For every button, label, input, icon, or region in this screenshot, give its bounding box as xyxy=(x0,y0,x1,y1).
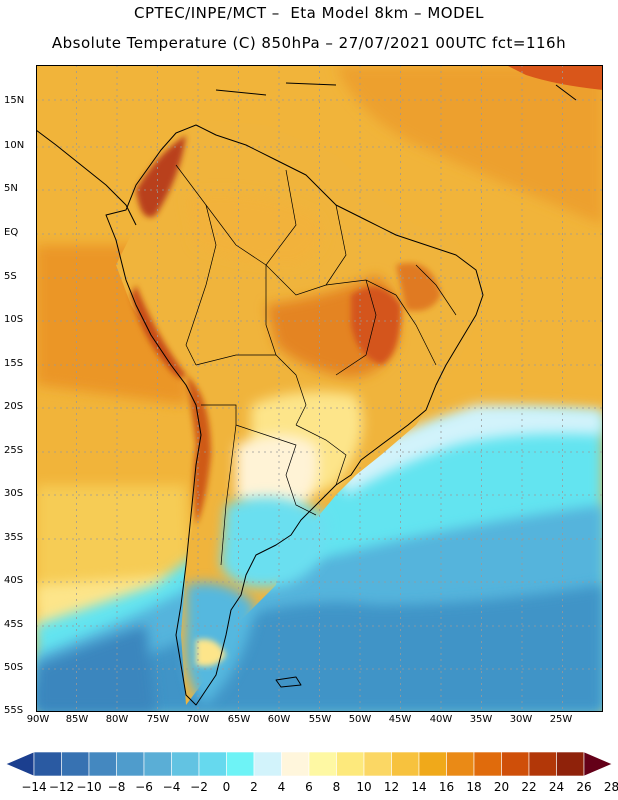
lat-label-55s: 55S xyxy=(4,705,24,716)
lon-label-70w: 70W xyxy=(186,714,210,725)
lon-label-50w: 50W xyxy=(348,714,372,725)
pacific-yellow xyxy=(36,485,191,605)
colorbar-box xyxy=(556,751,585,777)
lon-label-35w: 35W xyxy=(469,714,493,725)
colorbar-box xyxy=(226,751,255,777)
lon-label-60w: 60W xyxy=(267,714,291,725)
south-america-coast xyxy=(105,124,484,706)
lat-label-10s: 10S xyxy=(4,314,24,325)
lat-label-45s: 45S xyxy=(4,619,24,630)
colorbar-box xyxy=(33,751,62,777)
lat-label-50s: 50S xyxy=(4,662,24,673)
cold-sea-pacific xyxy=(36,625,156,712)
andes-north xyxy=(136,135,186,218)
lat-label-30s: 30S xyxy=(4,488,24,499)
title-line-2: Absolute Temperature (C) 850hPa – 27/07/… xyxy=(51,34,567,52)
colorbar-box xyxy=(281,751,310,777)
colorbar-tick-label: 14 xyxy=(411,780,427,794)
hot-ne-corner xyxy=(506,65,603,90)
colorbar-tick-label: −14 xyxy=(21,780,47,794)
colorbar-arrow-low xyxy=(5,751,35,777)
colorbar-tick-label: 24 xyxy=(548,780,565,794)
hot-ne-brazil xyxy=(396,263,441,311)
falklands xyxy=(275,676,302,688)
colorbar-tick-label: 10 xyxy=(356,780,372,794)
colorbar-box xyxy=(143,751,172,777)
colorbar-tick-label: 18 xyxy=(466,780,482,794)
lat-label-35s: 35S xyxy=(4,532,24,543)
lat-label-5n: 5N xyxy=(4,183,18,194)
colorbar-box xyxy=(391,751,420,777)
colorbar-box xyxy=(528,751,557,777)
lon-label-25w: 25W xyxy=(549,714,573,725)
colorbar-box xyxy=(446,751,475,777)
patagonia-warm-spot xyxy=(196,639,226,667)
colorbar-tick-label: 16 xyxy=(438,780,455,794)
lon-label-45w: 45W xyxy=(388,714,412,725)
lat-label-25s: 25S xyxy=(4,445,24,456)
colorbar-box xyxy=(336,751,365,777)
warm-ne-field xyxy=(336,65,603,225)
temperature-map xyxy=(36,65,603,712)
lon-label-30w: 30W xyxy=(509,714,533,725)
caribbean-islands xyxy=(215,82,577,101)
colorbar-tick-label: 6 xyxy=(305,780,313,794)
colorbar-tick-label: −4 xyxy=(162,780,181,794)
colorbar-tick-label: 20 xyxy=(493,780,510,794)
lat-label-40s: 40S xyxy=(4,575,24,586)
colorbar-tick-label: 4 xyxy=(277,780,286,794)
lat-label-15n: 15N xyxy=(4,95,25,106)
coastlines xyxy=(36,82,577,706)
colorbar-tick-label: 22 xyxy=(521,780,537,794)
lon-label-80w: 80W xyxy=(105,714,129,725)
colorbar-tick-label: 26 xyxy=(576,780,592,794)
colorbar-tick-label: −10 xyxy=(76,780,102,794)
gridlines xyxy=(36,65,603,712)
lat-label-5s: 5S xyxy=(4,271,17,282)
colorbar-box xyxy=(171,751,200,777)
colorbar-box xyxy=(198,751,227,777)
colorbar-box xyxy=(363,751,392,777)
colorbar-box xyxy=(418,751,447,777)
colorbar-box xyxy=(116,751,145,777)
colorbar-tick-label: 12 xyxy=(383,780,400,794)
colorbar-box xyxy=(308,751,337,777)
lat-label-10n: 10N xyxy=(4,140,25,151)
colorbar-tick-label: 0 xyxy=(222,780,231,794)
colorbar xyxy=(5,751,613,777)
patagonia-cold xyxy=(185,582,256,705)
title-line-1: CPTEC/INPE/MCT – Eta Model 8km – MODEL xyxy=(134,4,484,22)
colorbar-box xyxy=(473,751,502,777)
colorbar-tick-label: 8 xyxy=(332,780,341,794)
lon-label-75w: 75W xyxy=(146,714,170,725)
colorbar-box xyxy=(253,751,282,777)
lon-label-85w: 85W xyxy=(65,714,89,725)
white-band xyxy=(336,405,603,495)
lon-label-90w: 90W xyxy=(26,714,50,725)
colorbar-tick-label: −2 xyxy=(190,780,208,794)
colorbar-tick-label: −6 xyxy=(135,780,153,794)
lon-label-65w: 65W xyxy=(227,714,251,725)
country-borders xyxy=(175,164,457,566)
colorbar-tick-label: 2 xyxy=(250,780,258,794)
lon-label-55w: 55W xyxy=(308,714,332,725)
colorbar-box xyxy=(61,751,90,777)
colorbar-arrow-high xyxy=(583,751,613,777)
lat-label-15s: 15S xyxy=(4,358,24,369)
colorbar-tick-label: 28 xyxy=(603,780,618,794)
colorbar-tick-label: −8 xyxy=(107,780,126,794)
lon-label-40w: 40W xyxy=(429,714,453,725)
andes-peru xyxy=(131,285,186,379)
colorbar-box xyxy=(501,751,530,777)
cream-pampas xyxy=(236,435,319,518)
colorbar-tick-label: −12 xyxy=(48,780,75,794)
central-america-coast xyxy=(36,129,137,226)
lat-label-20s: 20S xyxy=(4,401,24,412)
lat-label-eq: EQ xyxy=(4,227,19,238)
hottest-brazil xyxy=(351,287,401,365)
colorbar-box xyxy=(88,751,117,777)
amazon-north xyxy=(186,192,323,265)
